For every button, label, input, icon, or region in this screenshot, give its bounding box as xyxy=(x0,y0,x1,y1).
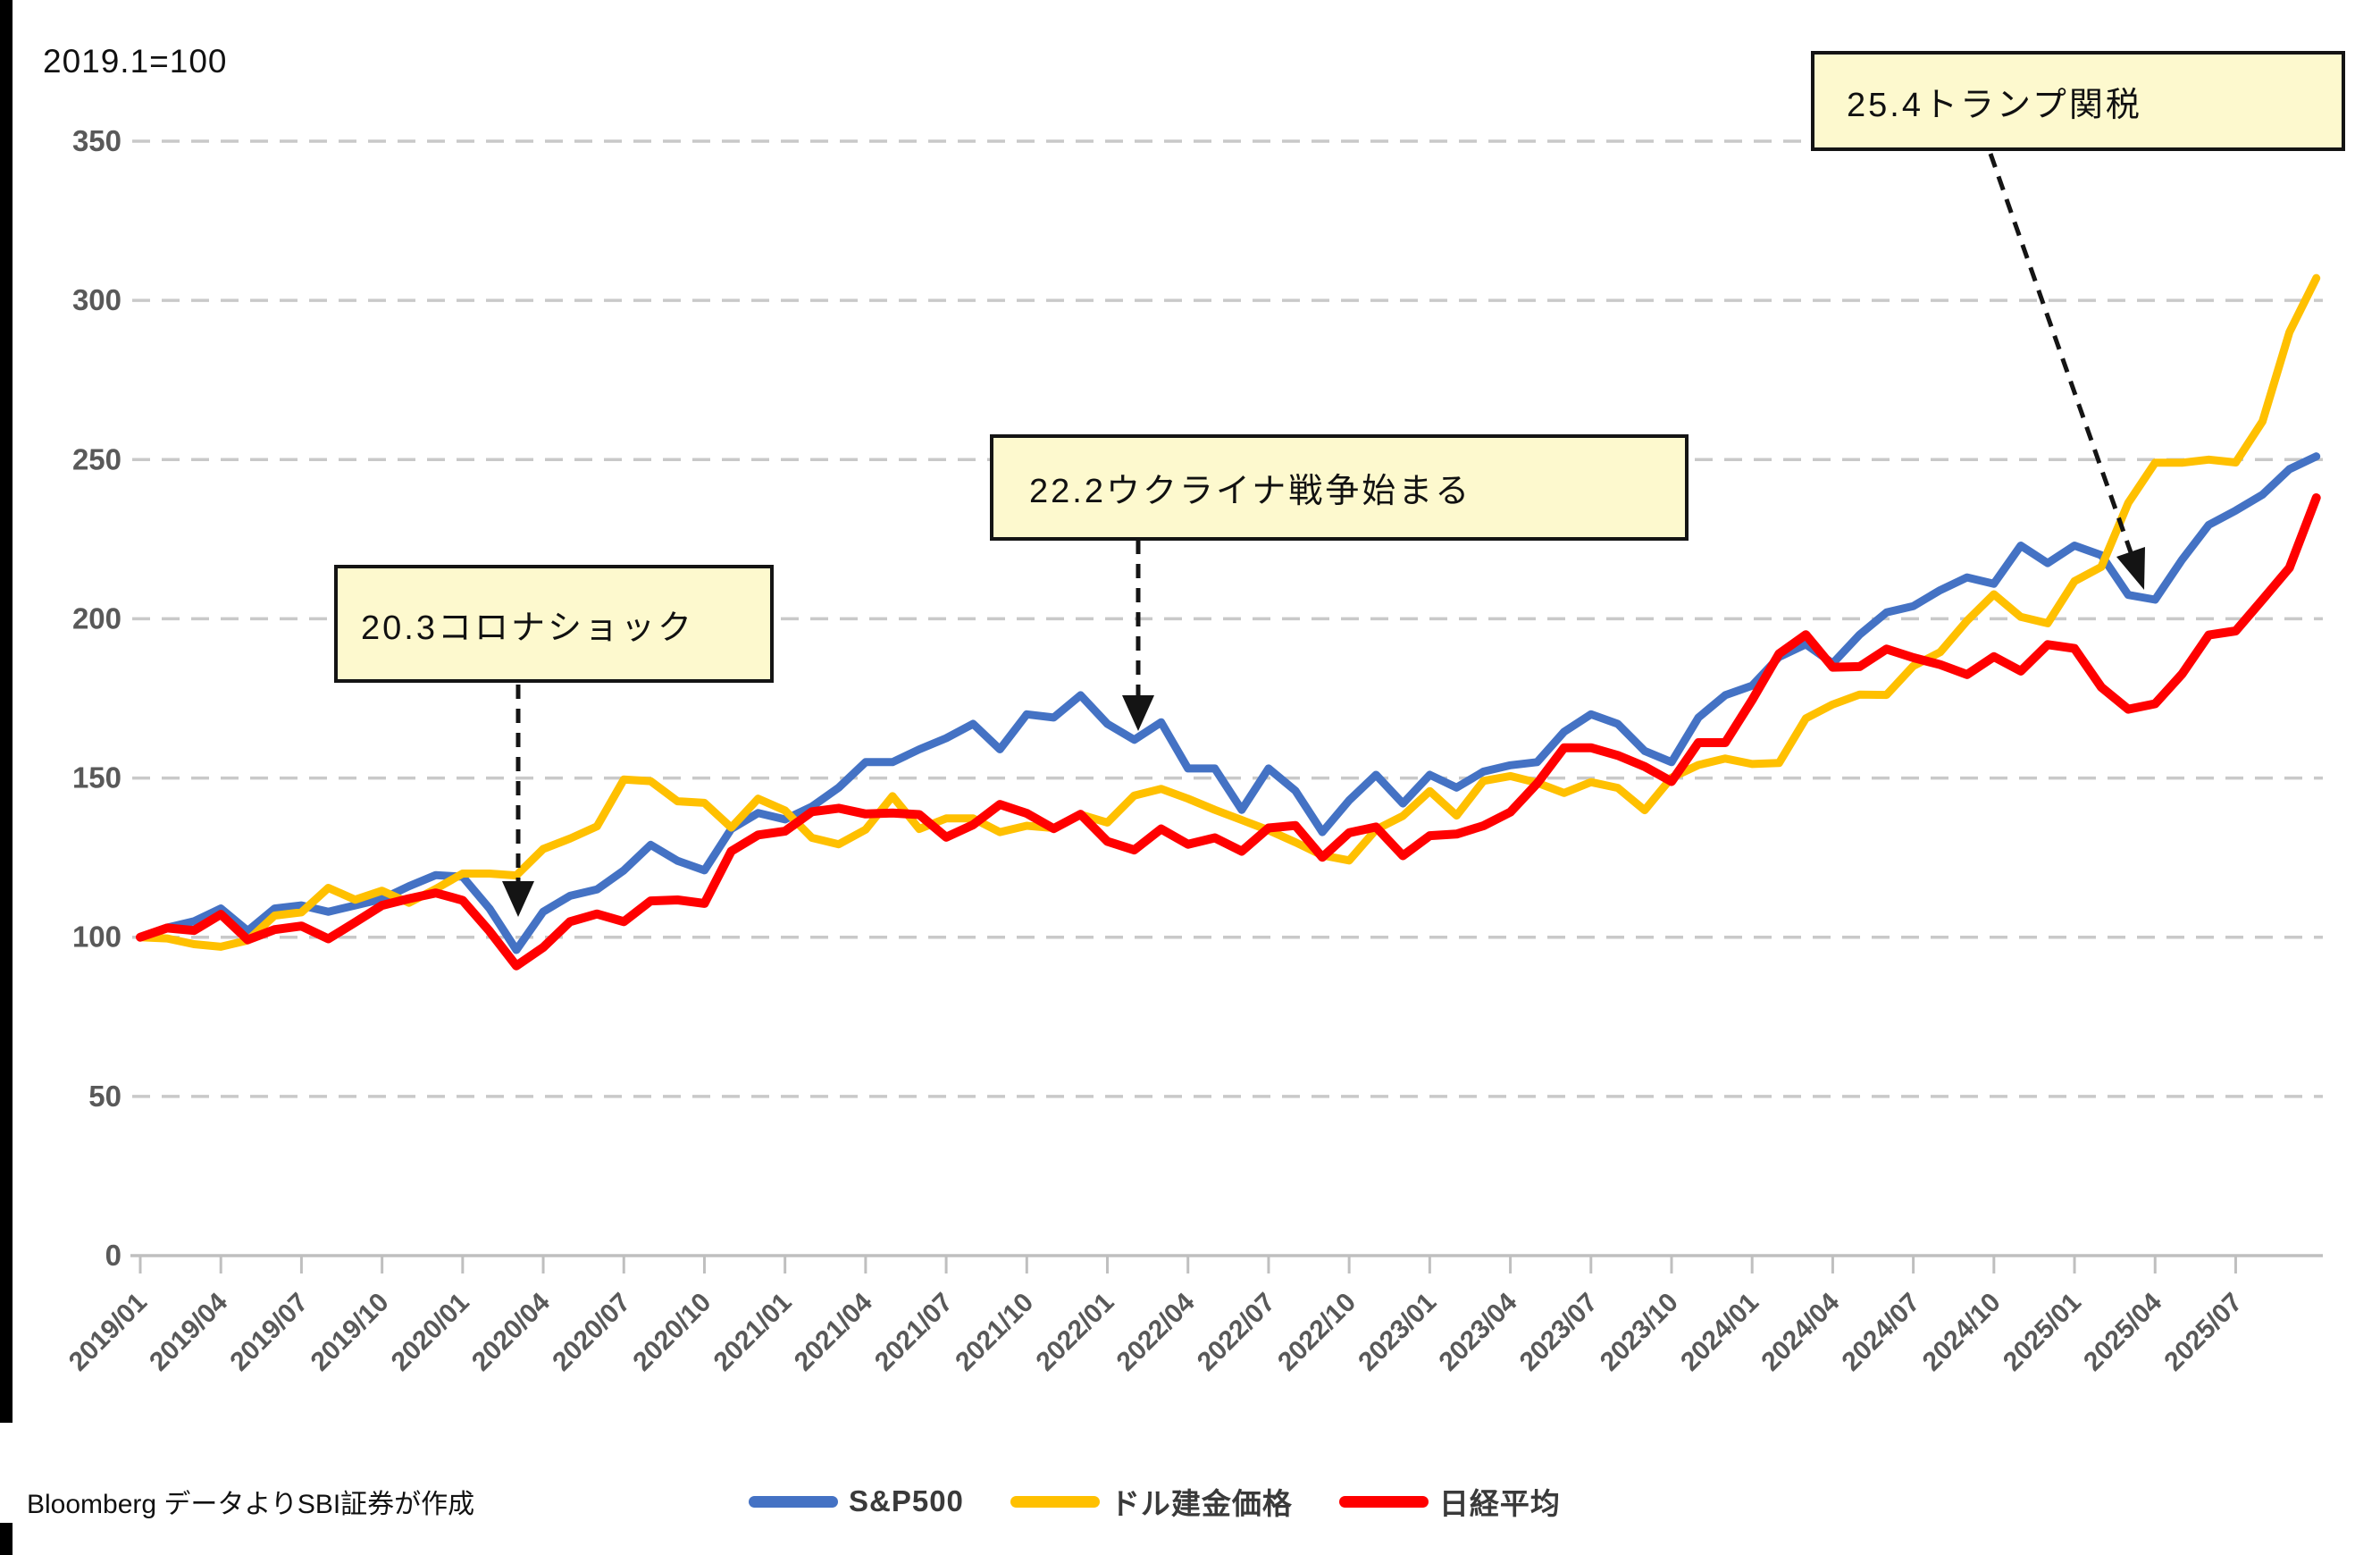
y-axis-labels: 0 50 100 150 200 250 300 350 xyxy=(72,124,122,1272)
source-note: Bloomberg データよりSBI証券が作成 xyxy=(27,1490,475,1519)
x-tick-label: 2019/04 xyxy=(144,1287,233,1376)
legend-label-gold: ドル建金価格 xyxy=(1110,1487,1293,1520)
legend-label-sp500: S&P500 xyxy=(849,1484,964,1517)
series-line-nikkei xyxy=(136,493,2321,971)
y-tick-label: 50 xyxy=(88,1080,122,1113)
x-tick-label: 2024/04 xyxy=(1756,1287,1845,1376)
x-tick-label: 2022/01 xyxy=(1030,1288,1119,1377)
arrowhead-trump xyxy=(2116,547,2145,590)
x-tick-label: 2023/04 xyxy=(1433,1287,1522,1376)
x-axis xyxy=(130,1254,2323,1273)
x-tick-label: 2020/04 xyxy=(466,1287,556,1376)
x-tick-label: 2020/10 xyxy=(627,1288,717,1377)
x-tick-label: 2024/10 xyxy=(1917,1288,2007,1377)
x-tick-label: 2024/01 xyxy=(1675,1288,1764,1377)
axis-note-title: 2019.1=100 xyxy=(43,43,228,80)
y-tick-label: 200 xyxy=(72,601,122,635)
annotation-corona-shock: 20.3コロナショック xyxy=(334,565,774,683)
y-tick-label: 100 xyxy=(72,920,122,954)
x-tick-label: 2023/01 xyxy=(1353,1288,1442,1377)
x-tick-label: 2024/07 xyxy=(1837,1288,1926,1377)
annotation-ukraine-war-label: 22.2ウクライナ戦争始まる xyxy=(1029,473,1472,510)
x-tick-label: 2025/07 xyxy=(2158,1288,2248,1377)
x-tick-label: 2021/04 xyxy=(789,1287,878,1376)
x-tick-label: 2022/10 xyxy=(1272,1288,1362,1377)
arrow-trump xyxy=(1988,153,2133,553)
left-edge-bar xyxy=(0,0,13,1423)
legend-swatch-gold xyxy=(1010,1495,1100,1508)
legend-item-gold: ドル建金価格 xyxy=(1010,1480,1293,1523)
legend: S&P500 ドル建金価格 日経平均 xyxy=(749,1475,1561,1528)
series-line-gold xyxy=(136,273,2321,951)
x-tick-label: 2022/07 xyxy=(1192,1288,1281,1377)
annotation-trump-tariff-label: 25.4トランプ関税 xyxy=(1847,86,2142,124)
y-tick-label: 300 xyxy=(72,283,122,316)
x-tick-label: 2021/10 xyxy=(950,1288,1039,1377)
legend-label-nikkei: 日経平均 xyxy=(1438,1487,1561,1520)
x-tick-label: 2025/04 xyxy=(2078,1287,2167,1376)
x-tick-label: 2020/07 xyxy=(547,1288,636,1377)
annotation-corona-shock-label: 20.3コロナショック xyxy=(361,609,694,647)
x-tick-label: 2021/07 xyxy=(869,1288,959,1377)
arrowhead-ukraine xyxy=(1122,695,1154,731)
x-tick-label: 2022/04 xyxy=(1111,1287,1201,1376)
annotation-arrows xyxy=(515,153,2133,881)
legend-item-sp500: S&P500 xyxy=(749,1484,964,1518)
x-tick-label: 2020/01 xyxy=(386,1288,475,1377)
x-tick-label: 2025/01 xyxy=(1998,1288,2087,1377)
left-edge-bar-bottom xyxy=(0,1523,13,1555)
legend-item-nikkei: 日経平均 xyxy=(1338,1480,1561,1523)
y-tick-label: 250 xyxy=(72,442,122,475)
arrowhead-corona xyxy=(502,881,534,917)
x-tick-label: 2021/01 xyxy=(708,1288,798,1377)
chart-footer: Bloomberg データよりSBI証券が作成 S&P500 ドル建金価格 日経平均 xyxy=(0,1475,2380,1537)
y-tick-label: 350 xyxy=(72,124,122,157)
annotation-ukraine-war: 22.2ウクライナ戦争始まる xyxy=(990,434,1689,541)
x-axis-labels: 2019/012019/042019/072019/102020/012020/… xyxy=(63,1287,2248,1376)
x-tick-label: 2023/07 xyxy=(1514,1288,1604,1377)
x-tick-label: 2019/01 xyxy=(63,1288,153,1377)
annotation-arrowheads xyxy=(502,547,2145,917)
x-tick-label: 2019/07 xyxy=(224,1288,314,1377)
y-tick-label: 0 xyxy=(105,1239,122,1272)
legend-swatch-sp500 xyxy=(749,1495,838,1508)
x-tick-label: 2019/10 xyxy=(306,1288,395,1377)
x-tick-label: 2023/10 xyxy=(1595,1288,1684,1377)
legend-swatch-nikkei xyxy=(1338,1495,1429,1508)
series-line-sp500 xyxy=(136,452,2321,954)
annotation-trump-tariff: 25.4トランプ関税 xyxy=(1811,51,2345,151)
y-tick-label: 150 xyxy=(72,761,122,794)
